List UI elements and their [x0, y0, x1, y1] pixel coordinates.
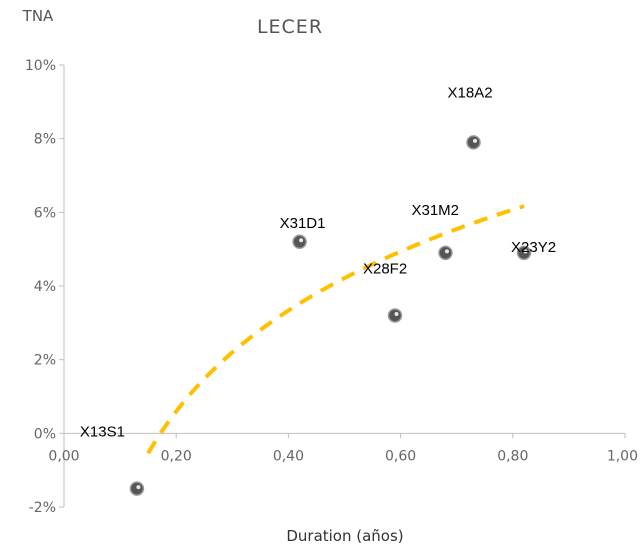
x-tick-label: 0,60: [385, 448, 416, 464]
data-point: [292, 234, 307, 250]
y-tick-label: 2%: [34, 353, 56, 369]
axes: -2% 0% 2% 4% 6% 8% 10% 0,00 0,20 0,40 0,60 0,80 1,00: [25, 58, 638, 516]
data-label: X13S1: [80, 424, 125, 441]
chart-title: LECER: [257, 16, 323, 38]
data-point: [438, 245, 453, 261]
x-tick-label: 0,20: [161, 448, 192, 464]
y-tick-label: 10%: [25, 58, 56, 74]
data-point-highlight: [136, 485, 141, 490]
data-point-highlight: [473, 138, 478, 143]
y-axis-title: TNA: [22, 7, 54, 25]
y-tick-label: 8%: [34, 132, 56, 148]
data-point-highlight: [444, 249, 449, 254]
data-point: [387, 308, 403, 323]
data-label: X23Y2: [511, 239, 556, 256]
y-tick-label: 0%: [34, 426, 56, 442]
data-point-highlight: [394, 311, 399, 316]
data-point: [516, 245, 532, 261]
trendline-layer: [146, 204, 525, 455]
y-tick-label: 4%: [34, 279, 56, 295]
data-label: X31M2: [411, 202, 459, 219]
y-tick-label: -2%: [29, 500, 56, 516]
y-tick-label: 6%: [34, 205, 56, 221]
data-label: X28F2: [363, 260, 407, 277]
data-point-highlight: [523, 249, 528, 254]
trendline: [146, 204, 525, 455]
data-label: X18A2: [448, 84, 493, 101]
x-tick-label: 0,00: [48, 448, 79, 464]
x-tick-label: 1,00: [607, 448, 638, 464]
x-tick-label: 0,40: [273, 448, 304, 464]
x-axis-title: Duration (años): [286, 527, 403, 545]
data-point: [466, 135, 481, 150]
data-label: X31D1: [280, 215, 326, 232]
data-point: [129, 481, 145, 496]
data-points: X13S1 X31D1 X28F2 X31M2 X18A2 X23Y2: [80, 84, 556, 496]
data-point-highlight: [299, 238, 304, 243]
x-tick-label: 0,80: [497, 448, 528, 464]
